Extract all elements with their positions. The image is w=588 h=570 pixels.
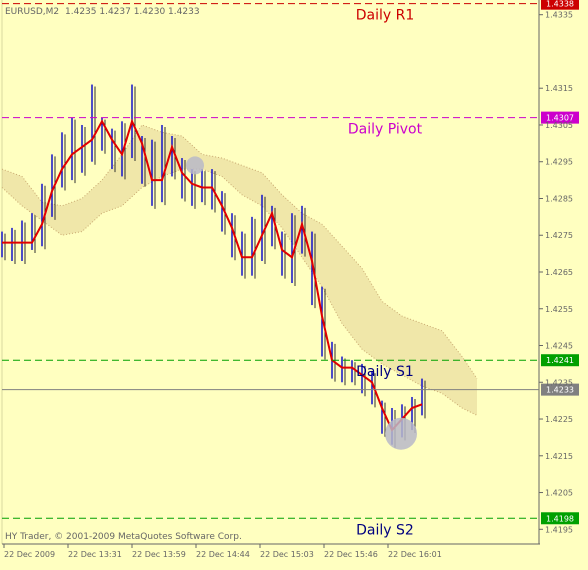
level-label: Daily R1 xyxy=(356,8,415,24)
price-tick-label: 1.4205 xyxy=(545,489,573,498)
price-tick-label: 1.4315 xyxy=(545,84,573,93)
time-tick-label: 22 Dec 13:59 xyxy=(132,550,186,559)
level-label: Daily S1 xyxy=(356,364,414,380)
signal-marker xyxy=(186,156,204,175)
level-price-tag xyxy=(541,0,579,10)
price-tick-label: 1.4225 xyxy=(545,415,573,424)
time-tick-label: 22 Dec 16:01 xyxy=(388,550,442,559)
current-price-tag xyxy=(541,383,579,396)
time-tick-label: 22 Dec 13:31 xyxy=(68,550,122,559)
level-price-text: 1.4241 xyxy=(546,356,574,365)
level-price-text: 1.4338 xyxy=(546,0,574,9)
signal-marker xyxy=(385,417,417,450)
copyright-text: HY Trader, © 2001-2009 MetaQuotes Softwa… xyxy=(5,532,242,542)
price-axis: 1.4335 1.4315 1.4305 1.4295 1.4285 1.4275 1.42… xyxy=(539,11,573,534)
price-tick-label: 1.4335 xyxy=(545,11,573,20)
level-label: Daily S2 xyxy=(356,522,414,538)
level-price-text: 1.4198 xyxy=(546,514,574,523)
level-label: Daily Pivot xyxy=(348,122,423,138)
moving-average xyxy=(2,118,423,432)
price-tick-label: 1.4245 xyxy=(545,342,573,351)
cloud-top-line xyxy=(1,124,478,379)
price-tick-label: 1.4275 xyxy=(545,231,573,240)
current-price-text: 1.4233 xyxy=(546,386,574,395)
price-tick-label: 1.4265 xyxy=(545,268,573,277)
time-tick-label: 22 Dec 2009 xyxy=(4,550,55,559)
ma-line xyxy=(2,118,423,432)
price-tick-label: 1.4215 xyxy=(545,452,573,461)
ichimoku-cloud xyxy=(1,124,478,416)
chart-symbol-label: EURUSD,M2 xyxy=(5,7,59,17)
time-axis: 22 Dec 2009 22 Dec 13:31 22 Dec 13:59 22 De… xyxy=(3,544,442,559)
time-tick-label: 22 Dec 15:03 xyxy=(260,550,314,559)
price-tick-label: 1.4195 xyxy=(545,525,573,534)
price-tick-label: 1.4295 xyxy=(545,158,573,167)
price-tick-label: 1.4235 xyxy=(545,378,573,387)
level-price-tag xyxy=(541,354,579,367)
pivot-levels: Daily R1 1.4338 Daily Pivot 1.4307 Daily S1 1… xyxy=(2,0,579,538)
time-tick-label: 22 Dec 14:44 xyxy=(196,550,250,559)
cloud-fill xyxy=(2,124,477,416)
price-tick-label: 1.4285 xyxy=(545,194,573,203)
level-price-tag xyxy=(541,512,579,525)
price-tick-label: 1.4305 xyxy=(545,121,573,130)
signal-markers xyxy=(186,156,417,450)
time-tick-label: 22 Dec 15:46 xyxy=(324,550,378,559)
cloud-bottom-line xyxy=(1,168,478,416)
price-tick-label: 1.4255 xyxy=(545,305,573,314)
level-price-text: 1.4307 xyxy=(546,114,574,123)
level-price-tag xyxy=(541,111,579,124)
chart-quotes: 1.4235 1.4237 1.4230 1.4233 xyxy=(65,7,200,17)
